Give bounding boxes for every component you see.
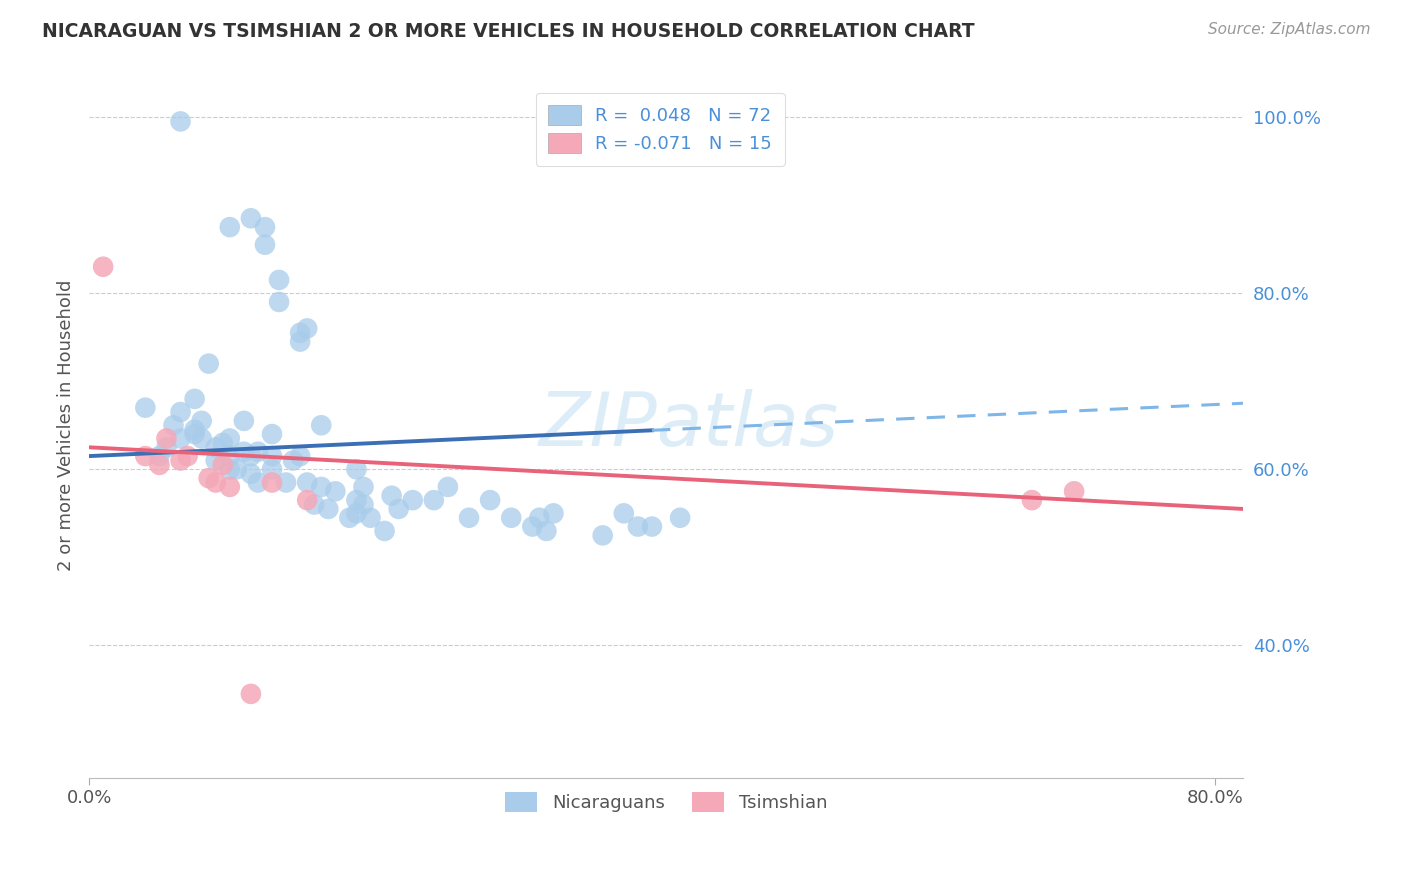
Y-axis label: 2 or more Vehicles in Household: 2 or more Vehicles in Household xyxy=(58,279,75,571)
Text: NICARAGUAN VS TSIMSHIAN 2 OR MORE VEHICLES IN HOUSEHOLD CORRELATION CHART: NICARAGUAN VS TSIMSHIAN 2 OR MORE VEHICL… xyxy=(42,22,974,41)
Point xyxy=(309,418,332,433)
Point xyxy=(190,432,212,446)
Point xyxy=(288,449,311,463)
Point xyxy=(239,687,262,701)
Point xyxy=(339,510,361,524)
Point xyxy=(267,273,290,287)
Point xyxy=(274,475,297,490)
Point xyxy=(437,480,460,494)
Point xyxy=(169,432,191,446)
Text: ZIPatlas: ZIPatlas xyxy=(538,389,839,461)
Point xyxy=(134,401,156,415)
Point xyxy=(183,392,205,406)
Point xyxy=(218,220,240,235)
Point xyxy=(613,506,636,520)
Point xyxy=(183,423,205,437)
Point xyxy=(169,114,191,128)
Point xyxy=(1021,493,1043,508)
Point xyxy=(281,453,304,467)
Point xyxy=(1063,484,1085,499)
Point xyxy=(246,444,269,458)
Point xyxy=(423,493,446,508)
Point xyxy=(295,475,318,490)
Point xyxy=(260,449,283,463)
Point xyxy=(479,493,502,508)
Point xyxy=(155,440,177,454)
Point xyxy=(253,220,276,235)
Point xyxy=(197,357,219,371)
Point xyxy=(360,510,382,524)
Point xyxy=(155,432,177,446)
Point xyxy=(381,489,404,503)
Point xyxy=(641,519,664,533)
Point xyxy=(253,237,276,252)
Point xyxy=(169,405,191,419)
Point xyxy=(302,498,325,512)
Point xyxy=(239,211,262,226)
Point xyxy=(543,506,565,520)
Point xyxy=(288,326,311,340)
Point xyxy=(218,462,240,476)
Point xyxy=(388,502,411,516)
Point xyxy=(260,462,283,476)
Text: Source: ZipAtlas.com: Source: ZipAtlas.com xyxy=(1208,22,1371,37)
Point xyxy=(218,432,240,446)
Point xyxy=(91,260,114,274)
Point xyxy=(323,484,346,499)
Point xyxy=(218,449,240,463)
Point xyxy=(204,475,226,490)
Point xyxy=(190,414,212,428)
Point xyxy=(225,462,247,476)
Point xyxy=(260,427,283,442)
Point xyxy=(627,519,650,533)
Point xyxy=(204,453,226,467)
Point xyxy=(176,449,198,463)
Legend: Nicaraguans, Tsimshian: Nicaraguans, Tsimshian xyxy=(492,780,839,825)
Point xyxy=(346,493,368,508)
Point xyxy=(536,524,558,538)
Point xyxy=(239,449,262,463)
Point xyxy=(402,493,425,508)
Point xyxy=(183,427,205,442)
Point xyxy=(501,510,523,524)
Point xyxy=(374,524,396,538)
Point xyxy=(458,510,481,524)
Point xyxy=(232,414,254,428)
Point xyxy=(204,440,226,454)
Point xyxy=(592,528,614,542)
Point xyxy=(353,498,375,512)
Point xyxy=(148,449,170,463)
Point xyxy=(260,475,283,490)
Point xyxy=(316,502,339,516)
Point xyxy=(169,453,191,467)
Point xyxy=(267,295,290,310)
Point xyxy=(288,334,311,349)
Point xyxy=(246,475,269,490)
Point xyxy=(346,506,368,520)
Point xyxy=(239,467,262,481)
Point xyxy=(211,436,233,450)
Point xyxy=(162,418,184,433)
Point xyxy=(353,480,375,494)
Point xyxy=(211,458,233,472)
Point xyxy=(197,471,219,485)
Point xyxy=(529,510,551,524)
Point xyxy=(218,480,240,494)
Point xyxy=(295,493,318,508)
Point xyxy=(134,449,156,463)
Point xyxy=(522,519,544,533)
Point xyxy=(232,444,254,458)
Point xyxy=(669,510,692,524)
Point xyxy=(148,458,170,472)
Point xyxy=(309,480,332,494)
Point xyxy=(346,462,368,476)
Point xyxy=(295,321,318,335)
